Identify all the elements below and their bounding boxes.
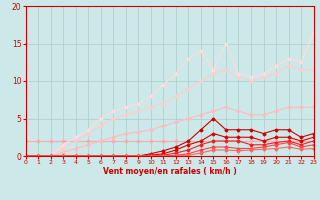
X-axis label: Vent moyen/en rafales ( km/h ): Vent moyen/en rafales ( km/h ): [103, 167, 236, 176]
